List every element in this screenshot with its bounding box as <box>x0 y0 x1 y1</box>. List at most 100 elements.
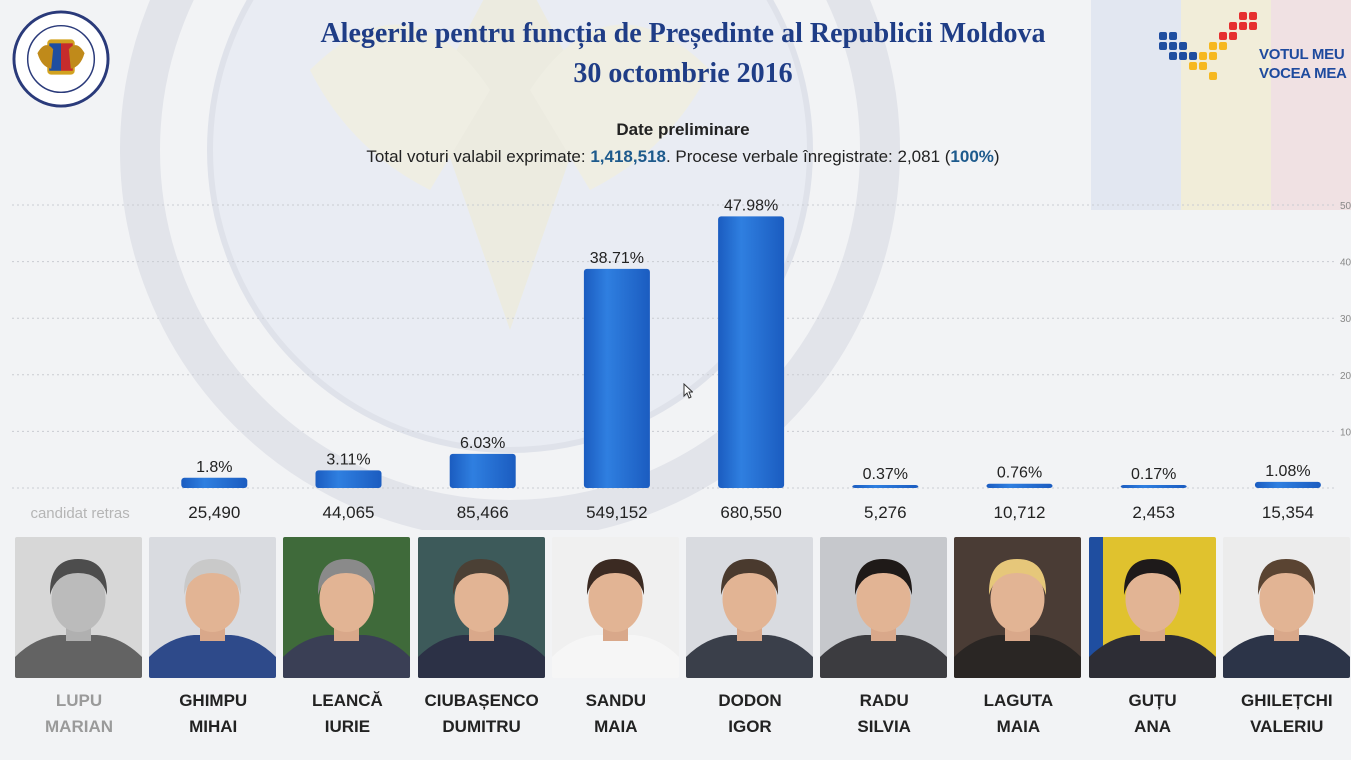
totals-line: Total voturi valabil exprimate: 1,418,51… <box>0 147 1351 167</box>
candidate-name: LAGUTA MAIA <box>951 688 1085 740</box>
candidate-surname: DODON <box>718 691 782 710</box>
brand-dot <box>1249 22 1257 30</box>
candidate-surname: GHILEȚCHI <box>1240 691 1333 710</box>
candidate-given-name: MARIAN <box>45 717 113 736</box>
candidate-given-name: IURIE <box>324 717 371 736</box>
mouse-cursor-icon <box>683 383 693 399</box>
candidate-name: DODON IGOR <box>683 688 817 740</box>
vote-count-label: 15,354 <box>1262 503 1314 522</box>
candidate-name: SANDU MAIA <box>549 688 683 740</box>
candidate-name: GUȚU ANA <box>1086 688 1220 740</box>
bar-value-label: 38.71% <box>590 250 644 267</box>
ballot-dots-icon <box>1159 12 1257 80</box>
brand-dot <box>1209 52 1217 60</box>
brand-dot <box>1239 12 1247 20</box>
bar-value-label: 0.37% <box>863 466 908 483</box>
total-votes: 1,418,518 <box>590 147 666 166</box>
bar-value-label: 6.03% <box>460 435 505 452</box>
vote-count-label: 25,490 <box>188 503 240 522</box>
votul-meu-logo: VOTUL MEU VOCEA MEA <box>1157 10 1349 94</box>
brand-dot <box>1209 42 1217 50</box>
vote-count-label: 44,065 <box>323 503 375 522</box>
brand-dot <box>1199 52 1207 60</box>
candidate-photo <box>954 537 1082 678</box>
totals-prefix: Total voturi valabil exprimate: <box>366 147 591 166</box>
portrait-image <box>551 559 679 678</box>
portrait-image <box>954 559 1082 678</box>
percent-processed: 100% <box>950 147 994 166</box>
y-tick-label: 50 <box>1340 201 1351 212</box>
portrait-image <box>417 559 545 678</box>
candidate-name: LEANCĂ IURIE <box>280 688 414 740</box>
candidate-given-name: MAIA <box>996 717 1041 736</box>
candidate-given-name: VALERIU <box>1250 717 1324 736</box>
cec-seal-icon <box>12 10 110 108</box>
page-title: Alegerile pentru funcția de Președinte a… <box>0 14 1351 94</box>
brand-dot <box>1189 62 1197 70</box>
brand-dot <box>1169 42 1177 50</box>
candidate-given-name: MAIA <box>594 717 638 736</box>
candidate-name: CIUBAȘENCO DUMITRU <box>415 688 549 740</box>
y-tick-label: 30 <box>1340 314 1351 325</box>
bar-value-label: 3.11% <box>326 451 370 468</box>
candidate-surname: GUȚU <box>1128 691 1177 710</box>
candidate-photo <box>551 537 679 678</box>
candidate-photo <box>1088 537 1216 678</box>
brand-dot <box>1219 32 1227 40</box>
y-tick-label: 20 <box>1340 371 1351 382</box>
vote-count-label: candidat retras <box>30 505 129 522</box>
candidate-photo <box>149 537 277 678</box>
portrait-image <box>686 559 813 678</box>
candidate-surname: GHIMPU <box>179 691 248 710</box>
brand-dot <box>1169 52 1177 60</box>
subtitle: Date preliminare <box>616 120 750 139</box>
brand-dot <box>1219 42 1227 50</box>
brand-dot <box>1229 32 1237 40</box>
brand-line-2: VOCEA MEA <box>1259 65 1347 82</box>
bar <box>583 268 650 488</box>
portrait-image <box>149 559 277 678</box>
y-tick-label: 40 <box>1340 258 1351 269</box>
vote-count-label: 2,453 <box>1132 503 1175 522</box>
candidate-photo <box>686 537 813 678</box>
candidate-photo <box>820 537 948 678</box>
candidate-name: RADU SILVIA <box>817 688 951 740</box>
candidate-surname: CIUBAȘENCO <box>424 691 539 710</box>
brand-dot <box>1179 52 1187 60</box>
bar-value-label: 47.98% <box>724 197 778 214</box>
portrait-image <box>1222 559 1350 678</box>
totals-middle: . Procese verbale înregistrate: 2,081 ( <box>665 147 951 166</box>
bar-value-label: 0.76% <box>997 465 1042 482</box>
candidate-photo <box>1222 537 1350 678</box>
vote-count-label: 5,276 <box>864 503 907 522</box>
totals-suffix: ) <box>993 147 1000 166</box>
candidate-surname: RADU <box>859 691 909 710</box>
vote-count-label: 85,466 <box>457 503 509 522</box>
title-line-2: 30 octombrie 2016 <box>573 58 793 89</box>
vote-count-label: 10,712 <box>994 503 1046 522</box>
candidate-surname: LEANCĂ <box>311 691 383 710</box>
portrait-image <box>15 559 142 678</box>
candidate-photo <box>417 537 545 678</box>
brand-dot <box>1159 42 1167 50</box>
candidate-given-name: SILVIA <box>857 717 911 736</box>
candidate-surname: LUPU <box>55 691 103 710</box>
portrait-image <box>1088 537 1216 678</box>
candidate-name: LUPU MARIAN <box>12 688 146 740</box>
portrait-image <box>283 559 411 678</box>
brand-dot <box>1169 32 1177 40</box>
bar <box>449 453 516 488</box>
candidate-given-name: IGOR <box>728 717 772 736</box>
bar <box>315 470 382 488</box>
bar-value-label: 0.17% <box>1131 466 1176 483</box>
bar <box>1254 481 1321 488</box>
candidate-photo <box>15 537 142 678</box>
brand-text: VOTUL MEU VOCEA MEA <box>1259 45 1347 83</box>
brand-dot <box>1179 42 1187 50</box>
bar <box>986 483 1053 488</box>
brand-dot <box>1239 22 1247 30</box>
bar <box>718 216 785 488</box>
candidate-name: GHILEȚCHI VALERIU <box>1220 688 1351 740</box>
candidate-photo <box>283 537 411 678</box>
brand-dot <box>1159 32 1167 40</box>
